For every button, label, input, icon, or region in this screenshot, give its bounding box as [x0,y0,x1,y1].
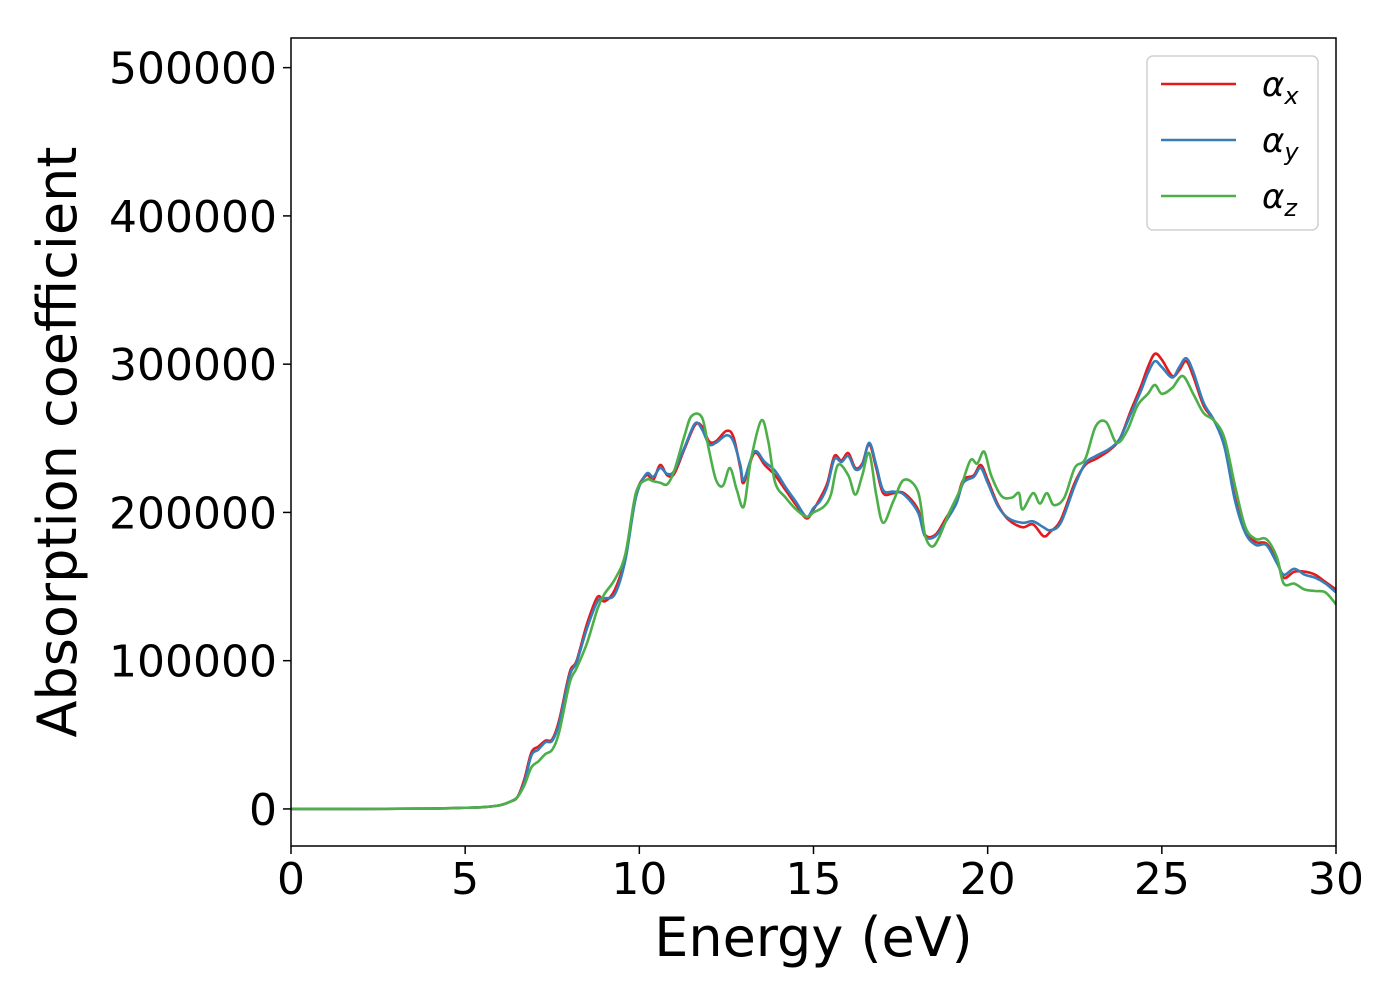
legend-label-z: αz [1262,177,1298,222]
x-tick-label: 20 [960,854,1016,905]
legend-label-y: αy [1262,121,1299,166]
legend: αx αy αz [1146,55,1319,231]
y-tick-label: 0 [249,785,277,836]
y-tick-label: 100000 [109,637,277,688]
x-tick-label: 5 [451,854,479,905]
x-tick-label: 25 [1134,854,1190,905]
y-tick-label: 200000 [109,488,277,539]
series-line-z [291,374,1336,811]
series-line-y [291,356,1336,811]
y-axis-title: Absorption coefficient [26,147,89,738]
x-axis-ticks: 0 5 10 15 20 25 30 [277,846,1364,905]
series-layer [291,352,1336,811]
x-tick-label: 15 [786,854,842,905]
y-axis-ticks: 0 100000 200000 300000 400000 500000 [109,44,291,836]
x-tick-label: 0 [277,854,305,905]
y-tick-label: 400000 [109,192,277,243]
y-tick-label: 500000 [109,44,277,95]
series-line-x [291,352,1336,811]
legend-box [1146,55,1319,231]
x-tick-label: 10 [611,854,667,905]
y-tick-label: 300000 [109,340,277,391]
x-tick-label: 30 [1308,854,1364,905]
legend-label-x: αx [1262,65,1299,110]
x-axis-title: Energy (eV) [654,906,973,969]
